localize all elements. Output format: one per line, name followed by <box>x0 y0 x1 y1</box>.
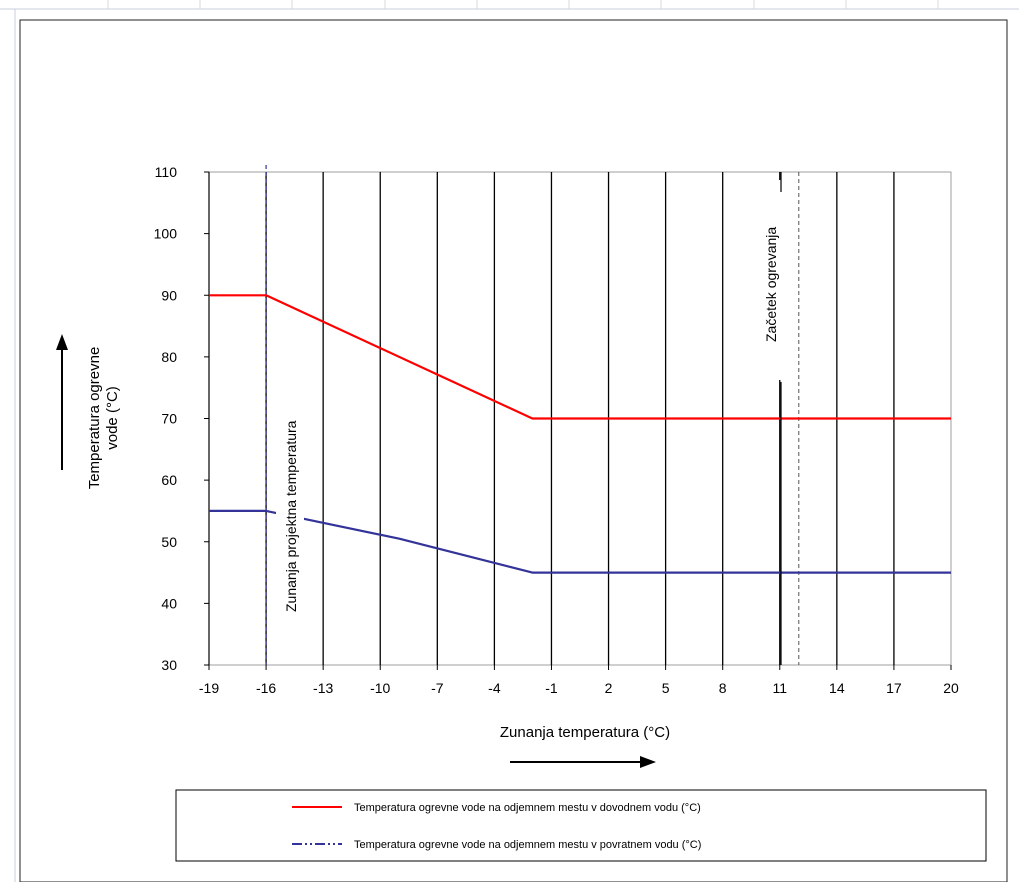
x-tick-label: 20 <box>943 680 959 696</box>
x-tick-label: -1 <box>545 680 558 696</box>
x-tick-label: -4 <box>488 680 501 696</box>
x-tick-label: -7 <box>431 680 444 696</box>
legend-label-return: Temperatura ogrevne vode na odjemnem mes… <box>354 839 701 851</box>
series-line-return <box>209 509 951 574</box>
x-tick-label: -19 <box>199 680 219 696</box>
y-tick-label: 50 <box>161 534 177 550</box>
y-tick-label: 90 <box>161 287 177 303</box>
y-tick-label: 30 <box>161 657 177 673</box>
x-axis: -19 -16 -13 -10 -7 -4 -1 2 5 8 11 14 17 20 <box>199 665 959 696</box>
x-axis-title: Zunanja temperatura (°C) <box>500 724 670 741</box>
y-direction-arrow <box>56 334 68 470</box>
y-tick-label: 100 <box>154 226 178 242</box>
y-tick-label: 80 <box>161 349 177 365</box>
x-tick-label: 2 <box>605 680 613 696</box>
x-tick-label: 14 <box>829 680 845 696</box>
legend: Temperatura ogrevne vode na odjemnem mes… <box>175 789 987 862</box>
annotation-heating-start: Začetek ogrevanja <box>763 227 779 342</box>
y-tick-label: 70 <box>161 411 177 427</box>
x-tick-label: -10 <box>370 680 390 696</box>
y-axis-title-line-1: Temperatura ogrevne <box>86 347 103 490</box>
y-tick-label: 40 <box>161 595 177 611</box>
x-tick-label: -13 <box>313 680 333 696</box>
y-axis: 30 40 50 60 70 80 90 100 110 <box>154 164 210 673</box>
y-tick-label: 110 <box>155 164 178 180</box>
x-tick-label: 5 <box>662 680 670 696</box>
legend-box <box>175 789 987 862</box>
annotation-design-temperature: Zunanja projektna temperatura <box>283 420 299 612</box>
series-group <box>209 294 951 574</box>
annotation-background-start <box>755 180 787 380</box>
x-tick-label: -16 <box>256 680 276 696</box>
series-line-supply <box>209 294 951 420</box>
y-axis-title-line-2: vode (°C) <box>104 386 121 450</box>
x-tick-label: 8 <box>719 680 727 696</box>
x-tick-label: 17 <box>886 680 902 696</box>
y-tick-label: 60 <box>161 472 177 488</box>
x-direction-arrow <box>510 756 656 768</box>
legend-label-supply: Temperatura ogrevne vode na odjemnem mes… <box>354 802 701 814</box>
x-tick-label: 11 <box>772 680 787 696</box>
annotation-background-design <box>276 355 304 613</box>
